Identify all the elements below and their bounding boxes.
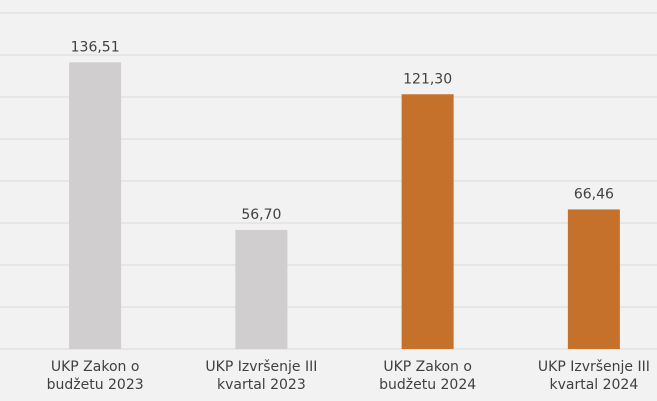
- bar: [69, 62, 122, 349]
- bar: [235, 229, 288, 349]
- bar: [567, 209, 620, 349]
- value-label: 121,30: [403, 71, 452, 87]
- x-tick-label: UKP Zakon o budžetu 2024: [379, 359, 477, 393]
- bar: [401, 94, 454, 350]
- x-tick-label: UKP Izvršenje III kvartal 2023: [205, 359, 318, 393]
- x-tick-label: UKP Izvršenje III kvartal 2024: [537, 359, 650, 393]
- x-tick-label: UKP Zakon o budžetu 2023: [46, 359, 144, 393]
- value-label: 66,46: [574, 186, 614, 202]
- value-label: 136,51: [71, 39, 120, 55]
- value-label: 56,70: [241, 207, 281, 223]
